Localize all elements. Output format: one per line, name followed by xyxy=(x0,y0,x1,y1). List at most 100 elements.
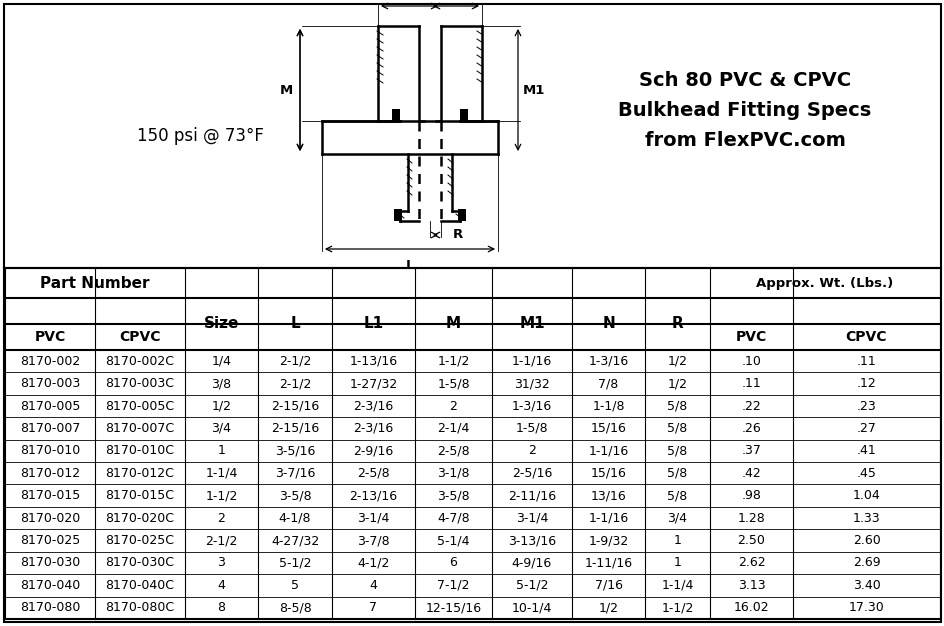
Text: N: N xyxy=(601,317,615,332)
Text: 2-9/16: 2-9/16 xyxy=(353,444,394,458)
Text: 5: 5 xyxy=(291,579,298,592)
Text: 8-5/8: 8-5/8 xyxy=(278,602,311,614)
Text: 4-27/32: 4-27/32 xyxy=(271,534,319,547)
Text: 3-5/8: 3-5/8 xyxy=(437,489,469,502)
Text: 8170-010C: 8170-010C xyxy=(106,444,175,458)
Text: .11: .11 xyxy=(855,355,875,367)
Text: 1-27/32: 1-27/32 xyxy=(349,377,397,390)
Text: .42: .42 xyxy=(741,467,761,480)
Text: Bulkhead Fitting Specs: Bulkhead Fitting Specs xyxy=(617,101,870,120)
Text: .12: .12 xyxy=(855,377,875,390)
Text: 2-15/16: 2-15/16 xyxy=(271,399,319,413)
Text: 2-1/4: 2-1/4 xyxy=(437,422,469,435)
Text: 1-5/8: 1-5/8 xyxy=(437,377,469,390)
Text: 2: 2 xyxy=(449,399,457,413)
Text: .23: .23 xyxy=(855,399,875,413)
Text: 3-1/4: 3-1/4 xyxy=(515,511,548,525)
Text: 3/4: 3/4 xyxy=(666,511,687,525)
Text: 3: 3 xyxy=(217,557,226,570)
Text: 1.33: 1.33 xyxy=(851,511,880,525)
Text: 1/2: 1/2 xyxy=(666,377,687,390)
Text: 150 psi @ 73°F: 150 psi @ 73°F xyxy=(137,127,263,145)
Bar xyxy=(460,109,467,121)
Text: 1/2: 1/2 xyxy=(211,399,231,413)
Text: 1-11/16: 1-11/16 xyxy=(583,557,632,570)
Text: 10-1/4: 10-1/4 xyxy=(512,602,551,614)
Text: 8170-040C: 8170-040C xyxy=(106,579,175,592)
Text: 2-1/2: 2-1/2 xyxy=(278,355,311,367)
Text: 1-1/2: 1-1/2 xyxy=(661,602,693,614)
Text: 2-15/16: 2-15/16 xyxy=(271,422,319,435)
Text: 8170-080: 8170-080 xyxy=(20,602,80,614)
Text: 2.60: 2.60 xyxy=(851,534,880,547)
Text: 8170-025: 8170-025 xyxy=(20,534,80,547)
Text: .41: .41 xyxy=(855,444,875,458)
Text: R: R xyxy=(671,317,683,332)
Text: Size: Size xyxy=(204,317,239,332)
Text: 5-1/4: 5-1/4 xyxy=(437,534,469,547)
Text: 3-1/4: 3-1/4 xyxy=(357,511,389,525)
Text: 8170-010: 8170-010 xyxy=(20,444,80,458)
Text: M1: M1 xyxy=(522,83,545,96)
Text: R: R xyxy=(452,228,463,242)
Text: 2-5/16: 2-5/16 xyxy=(512,467,551,480)
Text: 3-7/16: 3-7/16 xyxy=(275,467,315,480)
Text: 2-1/2: 2-1/2 xyxy=(278,377,311,390)
Text: 1-3/16: 1-3/16 xyxy=(512,399,551,413)
Text: 3-5/16: 3-5/16 xyxy=(275,444,315,458)
Text: 4-1/8: 4-1/8 xyxy=(278,511,311,525)
Text: 5-1/2: 5-1/2 xyxy=(278,557,311,570)
Text: 2.62: 2.62 xyxy=(737,557,765,570)
Text: 8170-012: 8170-012 xyxy=(20,467,80,480)
Text: .98: .98 xyxy=(741,489,761,502)
Text: 2-5/8: 2-5/8 xyxy=(437,444,469,458)
Text: 1-3/16: 1-3/16 xyxy=(588,355,628,367)
Text: 1: 1 xyxy=(673,557,681,570)
Text: 3-5/8: 3-5/8 xyxy=(278,489,311,502)
Text: 5/8: 5/8 xyxy=(666,444,687,458)
Text: 8170-005: 8170-005 xyxy=(20,399,80,413)
Text: CPVC: CPVC xyxy=(845,330,886,344)
Text: 1-1/16: 1-1/16 xyxy=(588,511,628,525)
Text: 3/4: 3/4 xyxy=(211,422,231,435)
Text: 3-7/8: 3-7/8 xyxy=(357,534,390,547)
Text: Approx. Wt. (Lbs.): Approx. Wt. (Lbs.) xyxy=(755,277,893,289)
Text: 1/4: 1/4 xyxy=(211,355,231,367)
Text: 2.50: 2.50 xyxy=(736,534,765,547)
Text: 1-1/2: 1-1/2 xyxy=(205,489,238,502)
Text: 1: 1 xyxy=(673,534,681,547)
Text: M: M xyxy=(279,83,293,96)
Text: 8170-040: 8170-040 xyxy=(20,579,80,592)
Text: 8170-005C: 8170-005C xyxy=(106,399,175,413)
Text: 3-13/16: 3-13/16 xyxy=(508,534,555,547)
Text: 8170-020C: 8170-020C xyxy=(106,511,175,525)
Text: 5/8: 5/8 xyxy=(666,489,687,502)
Text: 7/16: 7/16 xyxy=(594,579,622,592)
Text: 1-9/32: 1-9/32 xyxy=(588,534,628,547)
Text: 2-11/16: 2-11/16 xyxy=(508,489,555,502)
Text: 1-1/8: 1-1/8 xyxy=(592,399,624,413)
Text: 8170-007: 8170-007 xyxy=(20,422,80,435)
Text: L1: L1 xyxy=(363,317,383,332)
Text: 8170-015: 8170-015 xyxy=(20,489,80,502)
Bar xyxy=(394,209,401,221)
Text: M1: M1 xyxy=(518,317,545,332)
Bar xyxy=(392,109,399,121)
Text: 8170-002: 8170-002 xyxy=(20,355,80,367)
Text: 4: 4 xyxy=(217,579,226,592)
Text: 1-5/8: 1-5/8 xyxy=(515,422,548,435)
Text: .45: .45 xyxy=(855,467,875,480)
Text: PVC: PVC xyxy=(735,330,767,344)
Text: from FlexPVC.com: from FlexPVC.com xyxy=(644,131,845,150)
Text: 15/16: 15/16 xyxy=(590,422,626,435)
Text: .37: .37 xyxy=(741,444,761,458)
Text: 8170-030C: 8170-030C xyxy=(106,557,175,570)
Text: 8170-080C: 8170-080C xyxy=(106,602,175,614)
Text: 3.40: 3.40 xyxy=(851,579,880,592)
Text: 1-1/4: 1-1/4 xyxy=(205,467,238,480)
Text: 16.02: 16.02 xyxy=(733,602,768,614)
Text: CPVC: CPVC xyxy=(119,330,160,344)
Text: 4-1/2: 4-1/2 xyxy=(357,557,389,570)
Text: 12-15/16: 12-15/16 xyxy=(425,602,481,614)
Text: 15/16: 15/16 xyxy=(590,467,626,480)
